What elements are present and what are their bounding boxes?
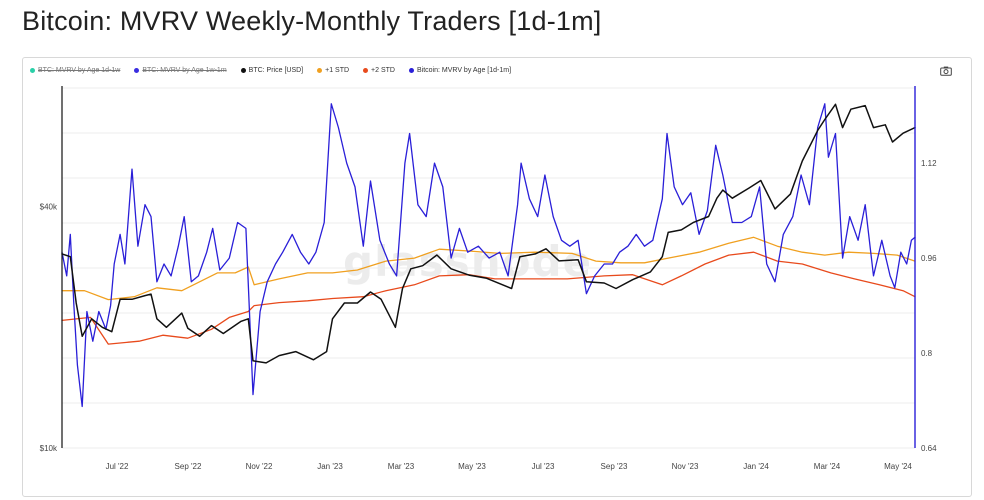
legend-item-2[interactable]: BTC: Price [USD] (240, 66, 304, 74)
series-line-btc-price-usd (61, 103, 916, 364)
x-tick-label: Jul '22 (106, 462, 129, 471)
legend-item-4[interactable]: +2 STD (363, 67, 395, 74)
axes: Jul '22 Sep '22 Nov '22 Jan '23 Mar '23 May '… (40, 86, 937, 471)
legend-swatch-icon (408, 67, 414, 73)
x-tick-label: May '24 (884, 462, 912, 471)
x-tick-label: Nov '22 (246, 462, 273, 471)
y-left-tick-label: $40k (40, 203, 58, 212)
grid (62, 87, 915, 449)
x-tick-label: Sep '23 (601, 462, 628, 471)
legend-item-0[interactable]: BTC: MVRV by Age 1d-1w (30, 67, 120, 74)
legend-swatch-icon (30, 67, 35, 73)
x-tick-label: Nov '23 (672, 462, 699, 471)
legend-swatch-icon (240, 67, 246, 73)
legend-label: +1 STD (325, 66, 350, 74)
legend-swatch-icon (317, 67, 323, 73)
legend-label: BTC: Price [USD] (248, 66, 304, 74)
series-line-bitcoin-mvrv-by-age-1d-1m (61, 103, 916, 408)
legend-label: +2 STD (371, 66, 395, 74)
legend-swatch-icon (363, 67, 369, 73)
legend-swatch-icon (134, 67, 140, 73)
x-tick-label: Mar '23 (388, 462, 415, 471)
page-title: Bitcoin: MVRV Weekly-Monthly Traders [1d… (22, 6, 602, 36)
y-right-tick-label: 0.96 (921, 254, 937, 263)
legend-label: BTC: MVRV by Age 1w-1m (142, 66, 227, 74)
chart-legend: BTC: MVRV by Age 1d-1w BTC: MVRV by Age 1… (30, 64, 511, 76)
legend-label: Bitcoin: MVRV by Age [1d-1m] (416, 66, 512, 74)
legend-item-5[interactable]: Bitcoin: MVRV by Age [1d-1m] (408, 66, 512, 74)
x-tick-label: Jul '23 (532, 462, 555, 471)
legend-item-1[interactable]: BTC: MVRV by Age 1w-1m (134, 66, 227, 74)
y-right-tick-label: 0.8 (921, 349, 933, 358)
y-right-tick-label: 1.12 (921, 159, 937, 168)
legend-label: BTC: MVRV by Age 1d-1w (38, 66, 121, 74)
x-tick-label: Mar '24 (814, 462, 841, 471)
x-tick-label: Sep '22 (175, 462, 202, 471)
y-left-tick-label: $10k (40, 444, 58, 453)
x-tick-label: May '23 (458, 462, 486, 471)
chart-card (22, 57, 972, 497)
legend-item-3[interactable]: +1 STD (317, 67, 349, 74)
x-tick-label: Jan '23 (317, 462, 343, 471)
y-right-tick-label: 0.64 (921, 444, 937, 453)
x-tick-label: Jan '24 (743, 462, 769, 471)
camera-icon[interactable] (940, 66, 952, 76)
series-layer (61, 103, 916, 408)
